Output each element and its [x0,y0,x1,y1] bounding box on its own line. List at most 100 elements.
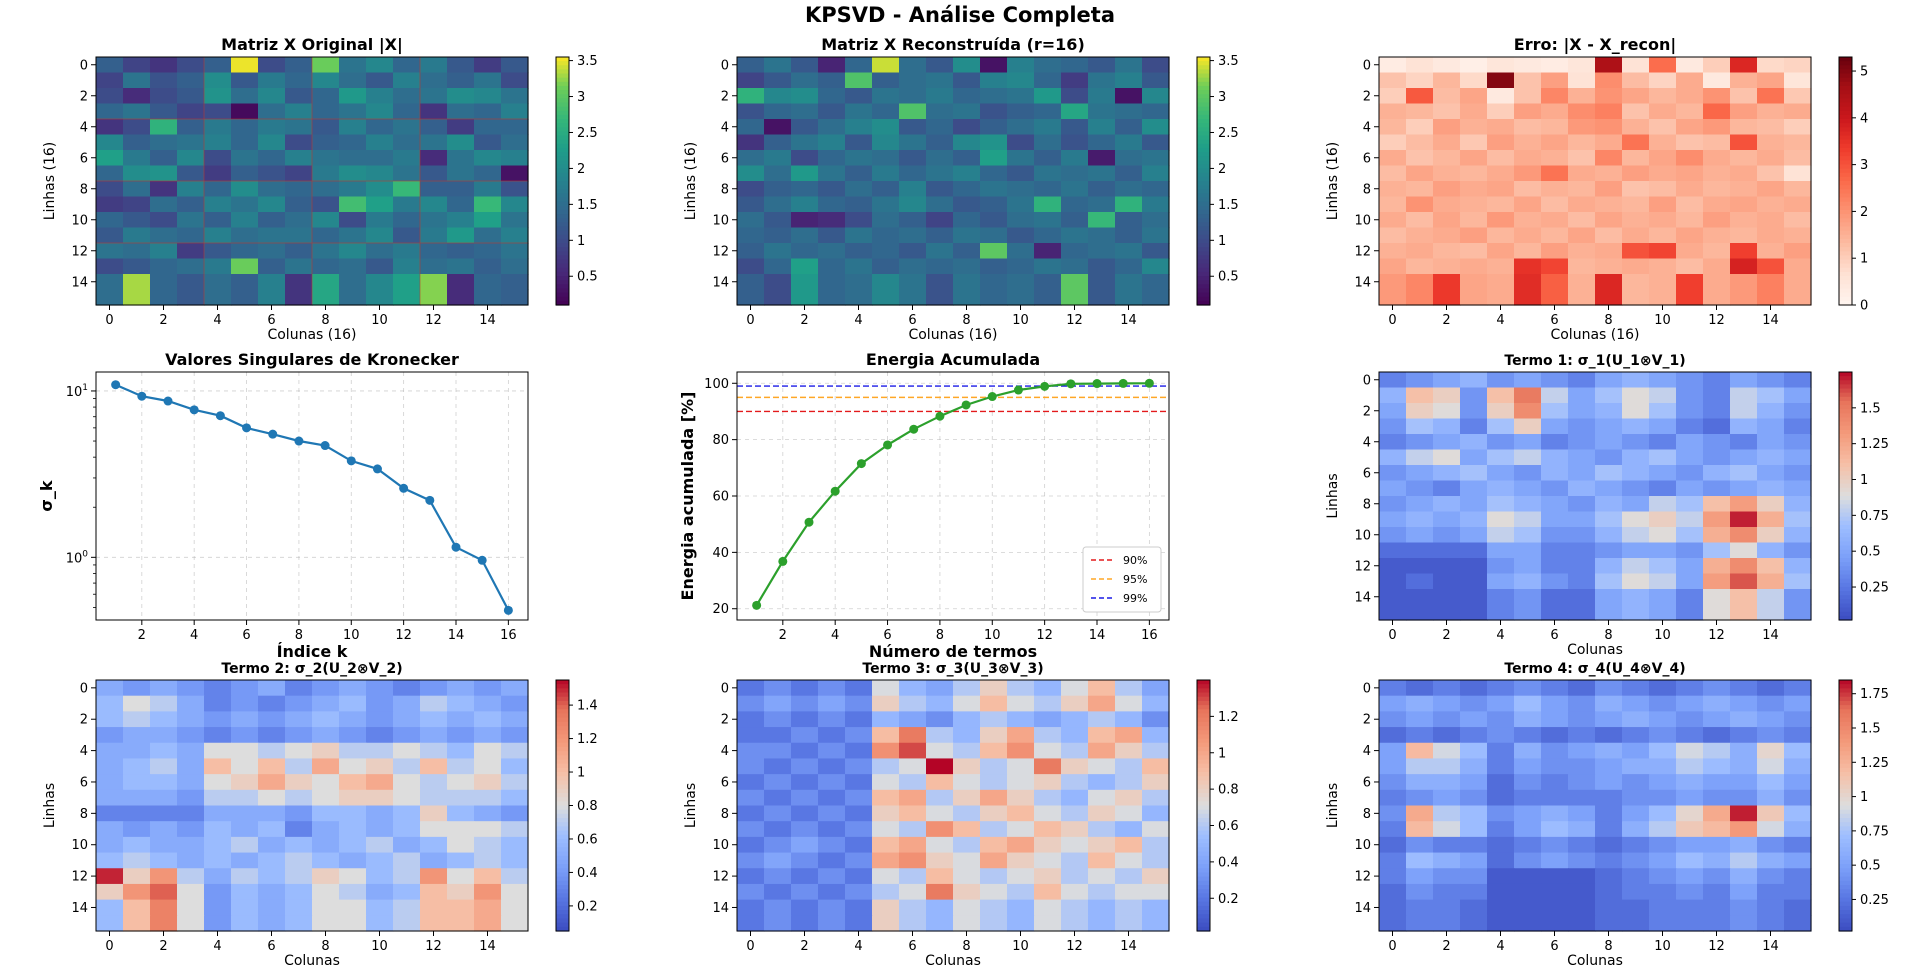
colorbar-segment [556,851,569,857]
colorbar-segment [1197,700,1210,706]
heatmap-cell [1568,434,1596,451]
heatmap-cell [1649,434,1677,451]
heatmap-cell [1784,573,1812,590]
heatmap-cell [1757,915,1785,932]
heatmap-cell [1676,883,1704,901]
heatmap-cell [1757,227,1785,244]
heatmap-cell [231,150,259,167]
y-tick-label: 100 [704,377,729,392]
colorbar-segment [556,114,569,120]
heatmap-cell [1757,150,1785,167]
heatmap-cell [872,805,900,822]
heatmap-cell [1649,852,1677,869]
heatmap-cell [231,88,259,105]
heatmap-cell [501,72,529,89]
heatmap-cell [872,72,900,89]
heatmap-cell [1034,711,1062,728]
heatmap-cell [1730,119,1758,136]
heatmap-cell [447,212,475,229]
heatmap-cell [899,883,927,901]
colorbar-segment [1839,847,1852,853]
heatmap-cell [1568,496,1596,513]
heatmap-cell [1703,57,1731,74]
heatmap-cell [1406,852,1434,869]
heatmap-cell [1061,150,1089,167]
heatmap-cell [899,711,927,728]
heatmap-cell [420,134,448,151]
x-tick-label: 6 [1550,628,1558,643]
heatmap-cell [737,88,765,105]
heatmap-cell [1406,119,1434,136]
heatmap-cell [501,742,529,760]
heatmap-cell [1487,212,1515,229]
heatmap-cell [1541,868,1569,885]
heatmap-cell [312,150,340,167]
heatmap-cell [737,57,765,74]
colorbar-segment [1197,147,1210,153]
heatmap-cell [1379,774,1407,791]
colorbar-segment [1839,918,1852,924]
colorbar-segment [1197,255,1210,261]
heatmap-cell [1568,695,1596,712]
panel-title: Valores Singulares de Kronecker [165,350,459,369]
heatmap-cell [764,88,792,105]
colorbar-tick-label: 0.5 [1860,545,1881,560]
heatmap-cell [1379,589,1407,606]
colorbar-segment [1197,855,1210,861]
heatmap-cell [1730,883,1758,901]
heatmap-cell [339,72,367,89]
heatmap-cell [764,758,792,775]
heatmap-cell [285,805,313,822]
colorbar-segment [556,738,569,744]
colorbar-segment [1839,243,1852,248]
heatmap-cell [1757,774,1785,791]
x-tick-label: 8 [962,939,970,954]
colorbar-segment [1197,780,1210,786]
heatmap-cell [1115,103,1143,120]
heatmap-cell [1115,695,1143,712]
heatmap-cell [366,758,394,775]
heatmap-cell [1088,119,1116,136]
heatmap-cell [1406,868,1434,885]
heatmap-cell [1730,589,1758,606]
heatmap-cell [312,695,340,712]
heatmap-cell [420,150,448,167]
heatmap-cell [1541,805,1569,822]
x-tick-label: 14 [448,628,465,643]
colorbar-segment [1839,843,1852,848]
heatmap-cell [1757,434,1785,451]
heatmap-cell [1676,196,1704,213]
heatmap-cell [1142,711,1170,728]
colorbar-tick-label: 1.25 [1860,756,1889,771]
heatmap-cell [1406,465,1434,482]
heatmap-cell [791,883,819,901]
heatmap-cell [312,274,340,291]
heatmap-cell [1649,836,1677,854]
heatmap-cell [1757,883,1785,901]
colorbar-segment [556,230,569,236]
heatmap-cell [1088,727,1116,744]
heatmap-cell [1757,57,1785,74]
heatmap-cell [393,883,421,901]
colorbar-segment [1839,549,1852,555]
colorbar-tick-label: 0 [1860,299,1868,314]
colorbar-segment [1839,376,1852,381]
heatmap-cell [1379,387,1407,404]
colorbar-segment [1839,615,1852,621]
heatmap-cell [150,134,178,151]
x-tick-label: 8 [1604,313,1612,328]
heatmap-cell [1460,589,1488,606]
heatmap-cell [1514,542,1542,559]
heatmap-cell [1784,434,1812,451]
heatmap-cell [204,72,232,89]
heatmap-cell [980,727,1008,744]
heatmap-cell [177,103,205,120]
heatmap-cell [501,88,529,105]
x-tick-label: 8 [321,313,329,328]
heatmap-cell [204,134,232,151]
heatmap-cell [501,836,529,854]
heatmap-cell [1487,434,1515,451]
heatmap-cell [393,289,421,306]
colorbar-segment [556,780,569,786]
heatmap-cell [1460,821,1488,838]
